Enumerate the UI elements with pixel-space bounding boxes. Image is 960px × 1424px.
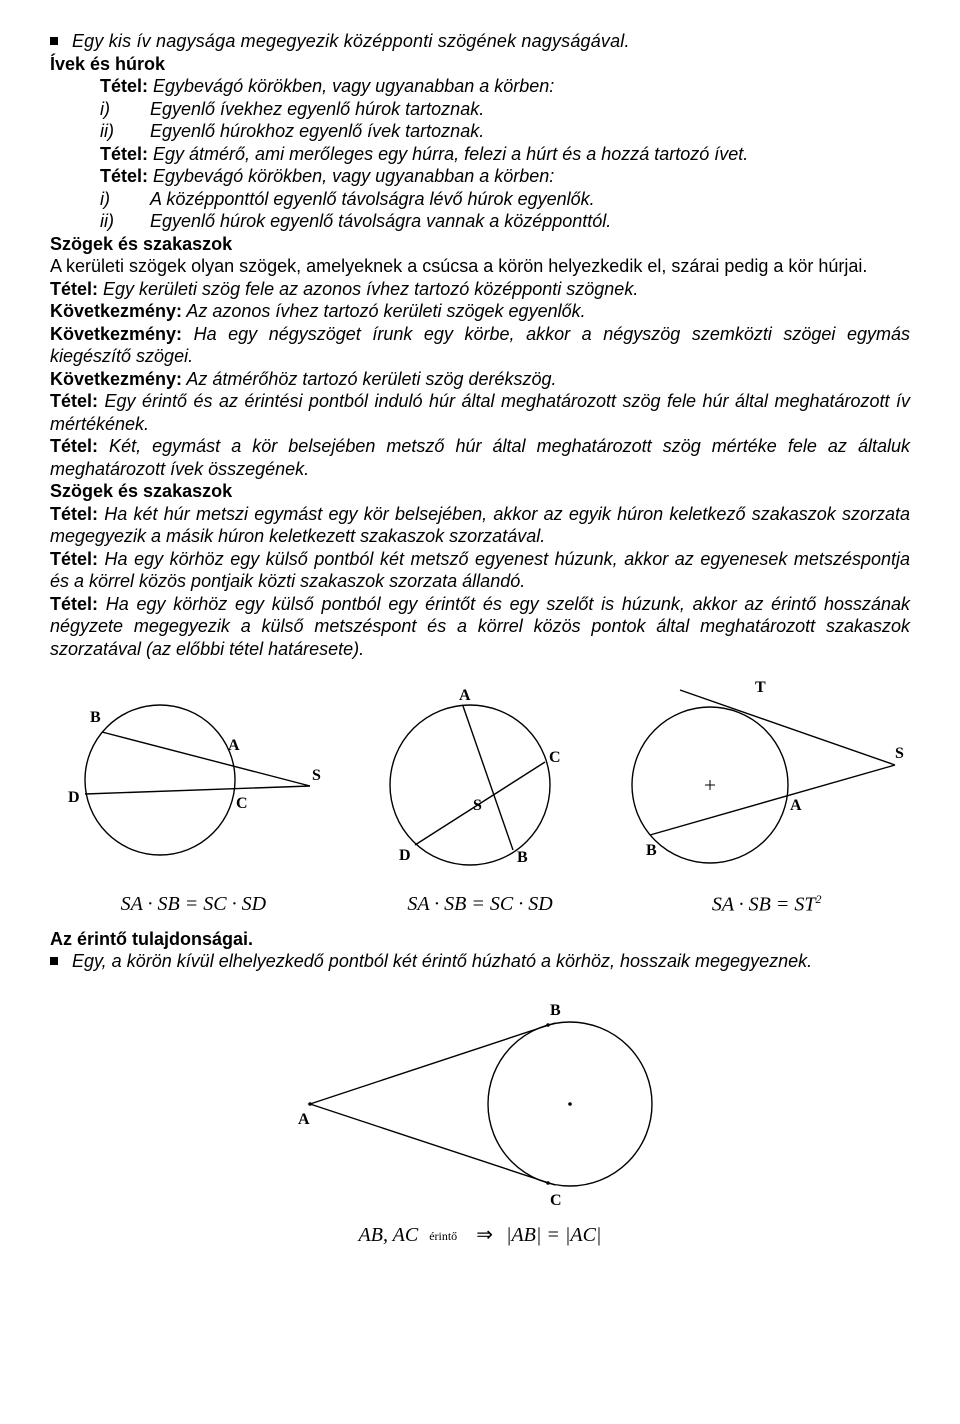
theorem-5: Tétel: Egy érintő és az érintési pontból… [50, 390, 910, 435]
theorem-text: Ha egy körhöz egy külső pontból egy érin… [50, 594, 910, 659]
diagram-secants-internal: B A D C S [50, 670, 330, 870]
document-page: Egy kis ív nagysága megegyezik középpont… [0, 0, 960, 1288]
diagram-tangent-secant: T S A B [610, 670, 910, 880]
final-eq-rhs: |AB| = |AC| [506, 1224, 601, 1246]
theorem-text: Két, egymást a kör belsejében metsző húr… [50, 436, 910, 479]
figure-3: T S A B [610, 670, 910, 890]
tangent-bullet-text: Egy, a körön kívül elhelyezkedő pontból … [72, 950, 910, 973]
label-A: A [298, 1111, 310, 1128]
final-eq-arrow: ⇒ [468, 1224, 501, 1246]
t1-item-ii: ii) Egyenlő húrokhoz egyenlő ívek tartoz… [50, 120, 910, 143]
tangent-figure: A B C [50, 979, 910, 1219]
theorem-6: Tétel: Két, egymást a kör belsejében met… [50, 435, 910, 480]
theorem-label: Tétel: [50, 549, 98, 569]
equation-row: SA · SB = SC · SD SA · SB = SC · SD SA ·… [50, 892, 910, 918]
theorem-7: Tétel: Ha két húr metszi egymást egy kör… [50, 503, 910, 548]
section-1-title: Ívek és húrok [50, 53, 910, 76]
list-text: Egyenlő húrokhoz egyenlő ívek tartoznak. [150, 120, 484, 143]
theorem-2: Tétel: Egy átmérő, ami merőleges egy húr… [50, 143, 910, 166]
label-B: B [517, 849, 528, 866]
consequence-label: Következmény: [50, 301, 182, 321]
t1-item-i: i) Egyenlő ívekhez egyenlő húrok tartozn… [50, 98, 910, 121]
figure-row: B A D C S A B C D S [50, 670, 910, 890]
equation-2: SA · SB = SC · SD [337, 892, 624, 918]
list-text: Egyenlő húrok egyenlő távolságra vannak … [150, 210, 611, 233]
equation-3: SA · SB = ST2 [623, 892, 910, 918]
label-T: T [755, 679, 766, 696]
theorem-text: Egy kerületi szög fele az azonos ívhez t… [98, 279, 638, 299]
theorem-8: Tétel: Ha egy körhöz egy külső pontból k… [50, 548, 910, 593]
theorem-label: Tétel: [50, 504, 98, 524]
consequence-label: Következmény: [50, 324, 182, 344]
final-equation: AB, AC érintő ⇒ |AB| = |AC| [50, 1223, 910, 1248]
theorem-text: Egy érintő és az érintési pontból induló… [50, 391, 910, 434]
section-2-title: Szögek és szakaszok [50, 233, 910, 256]
bullet-square-icon [50, 957, 58, 965]
bullet-square-icon [50, 37, 58, 45]
theorem-label: Tétel: [100, 144, 148, 164]
theorem-label: Tétel: [50, 391, 98, 411]
consequence-1: Következmény: Az azonos ívhez tartozó ke… [50, 300, 910, 323]
t3-item-i: i) A középponttól egyenlő távolságra lév… [50, 188, 910, 211]
tangent-bullet: Egy, a körön kívül elhelyezkedő pontból … [50, 950, 910, 973]
top-bullet: Egy kis ív nagysága megegyezik középpont… [50, 30, 910, 53]
consequence-3: Következmény: Az átmérőhöz tartozó kerül… [50, 368, 910, 391]
diagram-chords-crossing: A B C D S [345, 670, 595, 890]
theorem-1: Tétel: Egybevágó körökben, vagy ugyanabb… [50, 75, 910, 98]
label-C: C [550, 1192, 562, 1209]
list-number: i) [100, 188, 150, 211]
consequence-text: Az átmérőhöz tartozó kerületi szög derék… [182, 369, 557, 389]
list-number: ii) [100, 210, 150, 233]
label-S: S [895, 745, 904, 762]
theorem-label: Tétel: [50, 279, 98, 299]
section-2-paragraph: A kerületi szögek olyan szögek, amelyekn… [50, 255, 910, 278]
consequence-text: Az azonos ívhez tartozó kerületi szögek … [182, 301, 586, 321]
list-text: A középponttól egyenlő távolságra lévő h… [150, 188, 595, 211]
section-3-title: Szögek és szakaszok [50, 480, 910, 503]
label-C: C [236, 795, 248, 812]
list-text: Egyenlő ívekhez egyenlő húrok tartoznak. [150, 98, 484, 121]
theorem-text: Egybevágó körökben, vagy ugyanabban a kö… [148, 166, 554, 186]
label-B: B [90, 709, 101, 726]
theorem-label: Tétel: [100, 166, 148, 186]
theorem-label: Tétel: [50, 436, 98, 456]
theorem-text: Ha két húr metszi egymást egy kör belsej… [50, 504, 910, 547]
label-D: D [68, 789, 80, 806]
theorem-label: Tétel: [50, 594, 98, 614]
t3-item-ii: ii) Egyenlő húrok egyenlő távolságra van… [50, 210, 910, 233]
figure-2: A B C D S [330, 670, 610, 890]
label-C: C [549, 749, 561, 766]
theorem-9: Tétel: Ha egy körhöz egy külső pontból e… [50, 593, 910, 661]
consequence-2: Következmény: Ha egy négyszöget írunk eg… [50, 323, 910, 368]
theorem-text: Egy átmérő, ami merőleges egy húrra, fel… [148, 144, 748, 164]
final-eq-lhs: AB, AC [359, 1224, 419, 1246]
label-A: A [228, 737, 240, 754]
label-A: A [459, 687, 471, 704]
theorem-text: Ha egy körhöz egy külső pontból két mets… [50, 549, 910, 592]
equation-3-sup: 2 [816, 892, 822, 906]
label-B: B [646, 842, 657, 859]
equation-3-base: SA · SB = ST [712, 894, 816, 916]
tangent-section-title: Az érintő tulajdonságai. [50, 928, 910, 951]
top-bullet-text: Egy kis ív nagysága megegyezik középpont… [72, 30, 630, 53]
list-number: i) [100, 98, 150, 121]
label-S: S [473, 797, 482, 814]
equation-1: SA · SB = SC · SD [50, 892, 337, 918]
list-number: ii) [100, 120, 150, 143]
final-eq-erinto: érintő [423, 1229, 463, 1243]
theorem-text: Egybevágó körökben, vagy ugyanabban a kö… [148, 76, 554, 96]
theorem-4: Tétel: Egy kerületi szög fele az azonos … [50, 278, 910, 301]
theorem-label: Tétel: [100, 76, 148, 96]
figure-1: B A D C S [50, 670, 330, 890]
diagram-two-tangents: A B C [250, 979, 710, 1219]
label-D: D [399, 847, 411, 864]
label-A: A [790, 797, 802, 814]
theorem-3: Tétel: Egybevágó körökben, vagy ugyanabb… [50, 165, 910, 188]
label-B: B [550, 1002, 561, 1019]
consequence-label: Következmény: [50, 369, 182, 389]
label-S: S [312, 767, 321, 784]
